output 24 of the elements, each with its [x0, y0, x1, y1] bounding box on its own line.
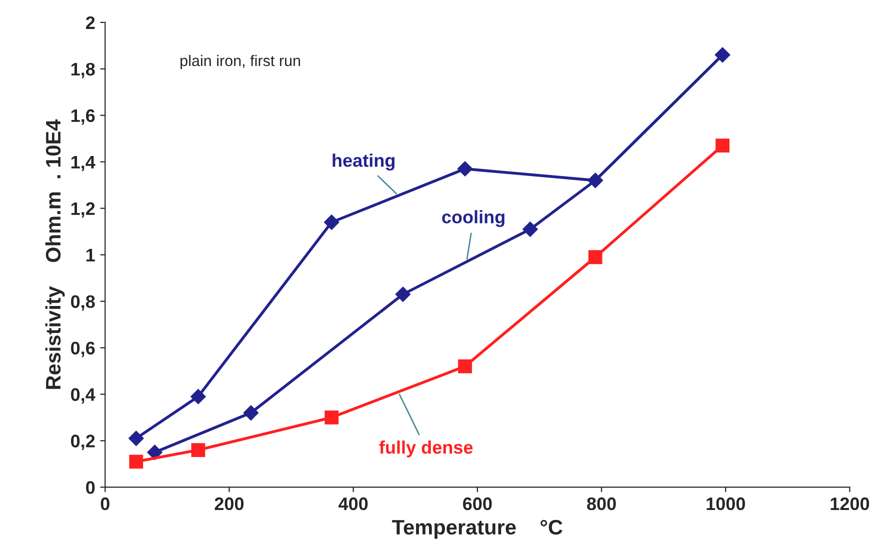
x-tick-label: 400 — [338, 497, 368, 510]
y-tick-label: 0,2 — [71, 434, 95, 450]
y-axis-title: Resistivity Ohm.m . 10E4 — [45, 119, 65, 389]
x-tick-label: 200 — [214, 497, 244, 510]
series-label: heating — [332, 154, 394, 171]
y-tick-label: 1 — [86, 248, 95, 262]
annotation: plain iron, first run — [180, 54, 300, 70]
x-tick-label: 600 — [463, 497, 492, 510]
x-tick-label: 1200 — [830, 497, 870, 510]
text: fully dense — [379, 440, 473, 458]
x-axis-title: Temperature °C — [392, 520, 562, 539]
x-tick-label: 1000 — [706, 497, 745, 510]
y-tick-label: 0,6 — [71, 342, 95, 358]
y-tick-label: 0 — [86, 481, 95, 494]
x-tick-label: 800 — [587, 497, 616, 510]
series-label: cooling — [442, 210, 504, 228]
y-tick-label: 0,8 — [71, 295, 95, 311]
y-tick-label: 1,6 — [71, 109, 95, 125]
y-tick-label: 1,2 — [71, 202, 95, 218]
x-tick-label: 0 — [100, 497, 110, 510]
y-tick-label: 1,4 — [71, 156, 96, 172]
y-tick-label: 2 — [86, 16, 95, 29]
y-tick-label: 0,4 — [71, 388, 96, 404]
y-tick-label: 1,8 — [71, 62, 95, 78]
